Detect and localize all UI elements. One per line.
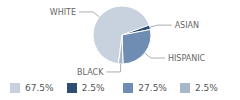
html-text:67.5%: 67.5% xyxy=(25,83,54,93)
html-text:2.5%: 2.5% xyxy=(81,83,105,93)
svg-text:HISPANIC: HISPANIC xyxy=(168,54,206,63)
html-text:27.5%: 27.5% xyxy=(138,83,167,93)
html-text:2.5%: 2.5% xyxy=(195,83,218,93)
svg-text:WHITE: WHITE xyxy=(50,8,76,17)
svg-text:ASIAN: ASIAN xyxy=(175,21,199,30)
svg-text:BLACK: BLACK xyxy=(77,68,104,77)
